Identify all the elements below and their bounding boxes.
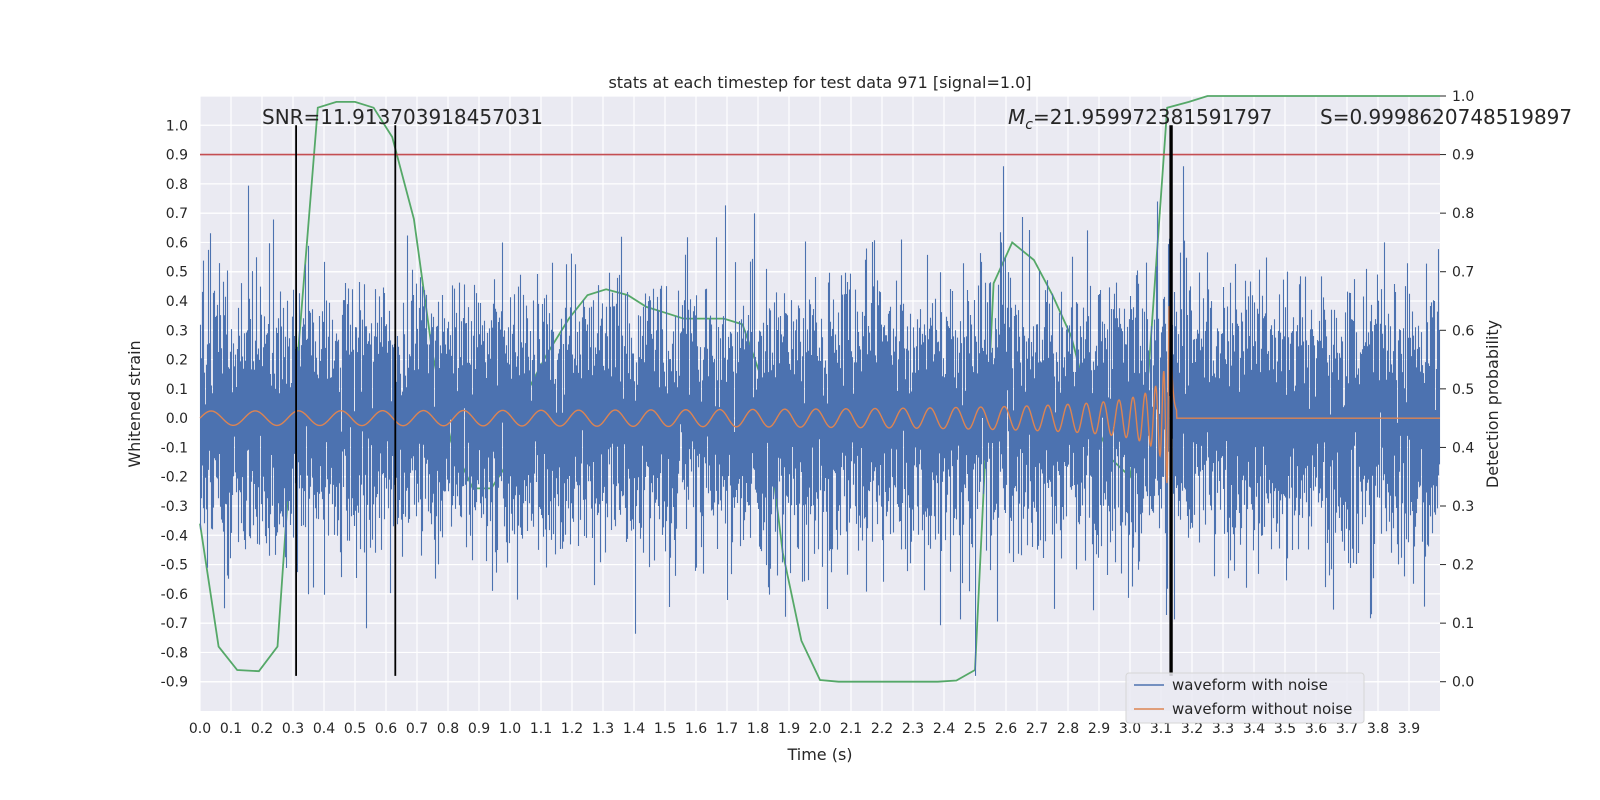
- x-tick-label: 2.3: [902, 721, 924, 737]
- x-tick-label: 0.3: [282, 721, 304, 737]
- s-annotation: S=0.9998620748519897: [1320, 105, 1572, 129]
- y2-tick-label: 0.5: [1452, 382, 1474, 398]
- y2-tick-label: 0.0: [1452, 675, 1474, 691]
- x-tick-label: 1.8: [747, 721, 769, 737]
- chirp-mass-subscript: c: [1025, 117, 1033, 133]
- legend-label-clean: waveform without noise: [1172, 700, 1352, 718]
- y2-tick-label: 0.7: [1452, 265, 1474, 281]
- x-tick-label: 2.0: [809, 721, 831, 737]
- series-detection-probability: [199, 95, 1440, 683]
- x-tick-label: 3.2: [1181, 721, 1203, 737]
- y2-tick-label: 1.0: [1452, 89, 1474, 105]
- x-tick-label: 0.6: [375, 721, 397, 737]
- x-tick-label: 1.5: [654, 721, 676, 737]
- x-tick-label: 2.2: [871, 721, 893, 737]
- chirp-mass-annotation: Mc=21.959972381591797: [1008, 105, 1272, 133]
- y-tick-label: 0.5: [166, 265, 188, 281]
- x-tick-label: 0.7: [406, 721, 428, 737]
- x-tick-label: 0.1: [220, 721, 242, 737]
- x-tick-label: 0.8: [437, 721, 459, 737]
- y-tick-label: 0.4: [166, 294, 188, 310]
- y-tick-label: -0.2: [161, 470, 188, 486]
- y-tick-label: 0.7: [166, 206, 188, 222]
- x-tick-label: 2.6: [995, 721, 1017, 737]
- x-tick-label: 2.7: [1026, 721, 1048, 737]
- x-axis-label: Time (s): [786, 745, 852, 764]
- x-tick-label: 1.7: [716, 721, 738, 737]
- y-tick-label: 1.0: [166, 118, 188, 134]
- y-tick-label: 0.3: [166, 323, 188, 339]
- y-tick-label: -0.6: [161, 587, 188, 603]
- x-tick-label: 3.9: [1398, 721, 1420, 737]
- y2-tick-label: 0.6: [1452, 323, 1474, 339]
- y-tick-label: -0.7: [161, 616, 188, 632]
- y-tick-label: -0.5: [161, 558, 188, 574]
- y2-tick-label: 0.4: [1452, 440, 1474, 456]
- y-axis-label: Whitened strain: [125, 340, 144, 467]
- series-waveform-without-noise: [199, 306, 1440, 484]
- x-tick-label: 1.3: [592, 721, 614, 737]
- x-tick-label: 3.5: [1274, 721, 1296, 737]
- x-tick-label: 1.6: [685, 721, 707, 737]
- x-tick-label: 3.8: [1367, 721, 1389, 737]
- x-tick-label: 0.4: [313, 721, 335, 737]
- y2-tick-label: 0.1: [1452, 616, 1474, 632]
- snr-annotation: SNR=11.913703918457031: [262, 105, 543, 129]
- y-tick-label: 0.9: [166, 148, 188, 164]
- chirp-mass-symbol: M: [1008, 105, 1025, 129]
- x-tick-label: 1.2: [561, 721, 583, 737]
- chart-title: stats at each timestep for test data 971…: [608, 73, 1031, 92]
- y-tick-label: -0.8: [161, 645, 188, 661]
- x-tick-label: 3.4: [1243, 721, 1265, 737]
- overlay-layer: [200, 125, 1440, 676]
- y-tick-label: -0.3: [161, 499, 188, 515]
- x-tick-label: 1.4: [623, 721, 645, 737]
- x-tick-label: 0.0: [189, 721, 211, 737]
- y-tick-label: 0.1: [166, 382, 188, 398]
- x-tick-label: 0.5: [344, 721, 366, 737]
- clean-waveform-layer: [199, 306, 1440, 484]
- x-tick-label: 0.2: [251, 721, 273, 737]
- y2-tick-label: 0.9: [1452, 148, 1474, 164]
- y-tick-label: -0.9: [161, 675, 188, 691]
- y-tick-label: 0.6: [166, 235, 188, 251]
- y2-tick-label: 0.2: [1452, 558, 1474, 574]
- ticks: 0.0 0.1 0.2 0.3 0.4 0.5 0.6 0.7 0.8 0.9 1.0 1.1 1.2 1…: [161, 89, 1475, 737]
- x-tick-label: 3.0: [1119, 721, 1141, 737]
- x-tick-label: 1.1: [530, 721, 552, 737]
- y2-tick-label: 0.8: [1452, 206, 1474, 222]
- y-tick-label: -0.4: [161, 528, 188, 544]
- x-tick-label: 0.9: [468, 721, 490, 737]
- x-tick-label: 1.9: [778, 721, 800, 737]
- x-tick-label: 2.5: [964, 721, 986, 737]
- x-tick-label: 2.8: [1057, 721, 1079, 737]
- y-tick-label: 0.2: [166, 353, 188, 369]
- x-tick-label: 2.4: [933, 721, 955, 737]
- legend-box: [1125, 672, 1365, 724]
- y2-axis-label: Detection probability: [1483, 320, 1502, 488]
- x-tick-label: 2.1: [840, 721, 862, 737]
- y2-tick-label: 0.3: [1452, 499, 1474, 515]
- chirp-mass-value: =21.959972381591797: [1033, 105, 1272, 129]
- y-tick-label: 0.8: [166, 177, 188, 193]
- x-tick-label: 3.1: [1150, 721, 1172, 737]
- legend-label-noisy: waveform with noise: [1172, 676, 1328, 694]
- x-tick-label: 2.9: [1088, 721, 1110, 737]
- x-tick-label: 3.6: [1305, 721, 1327, 737]
- y-tick-label: 0.0: [166, 411, 188, 427]
- x-tick-label: 3.7: [1336, 721, 1358, 737]
- x-tick-label: 3.3: [1212, 721, 1234, 737]
- y-tick-label: -0.1: [161, 440, 188, 456]
- legend: waveform with noise waveform without noi…: [1125, 672, 1365, 724]
- x-tick-label: 1.0: [499, 721, 521, 737]
